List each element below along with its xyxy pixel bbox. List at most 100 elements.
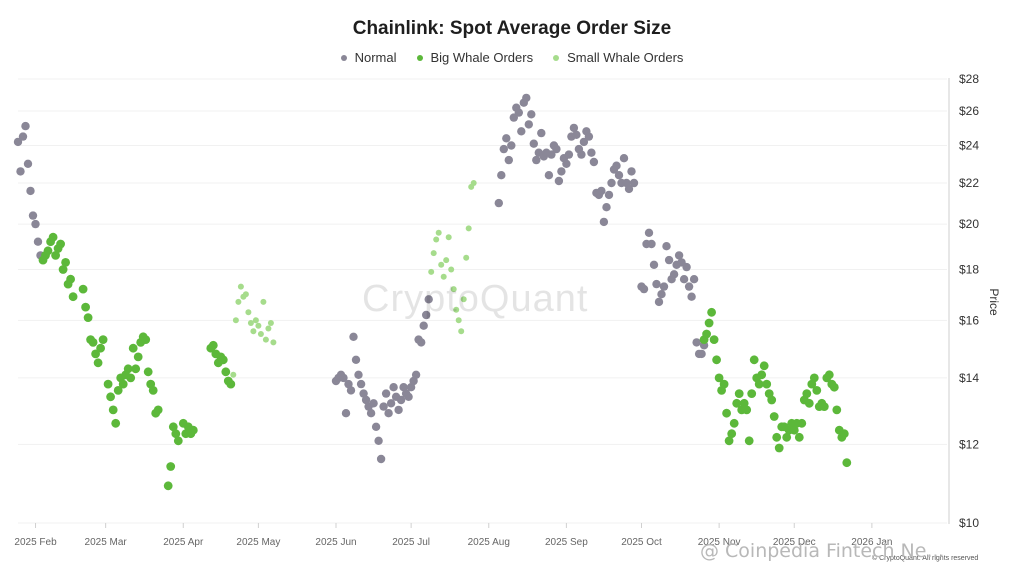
point-normal[interactable] — [379, 402, 388, 411]
point-normal[interactable] — [669, 270, 679, 279]
point-normal[interactable] — [361, 395, 371, 405]
point-big-whale-orders[interactable] — [702, 329, 711, 339]
point-big-whale-orders[interactable] — [824, 370, 834, 380]
point-normal[interactable] — [13, 137, 23, 147]
point-normal[interactable] — [689, 275, 699, 284]
point-normal[interactable] — [28, 211, 38, 220]
point-big-whale-orders[interactable] — [171, 429, 181, 439]
point-big-whale-orders[interactable] — [839, 429, 849, 439]
point-normal[interactable] — [652, 279, 661, 289]
point-small-whale-orders[interactable] — [430, 250, 437, 257]
point-big-whale-orders[interactable] — [141, 335, 151, 344]
point-normal[interactable] — [369, 399, 378, 408]
point-normal[interactable] — [502, 134, 511, 143]
point-big-whale-orders[interactable] — [759, 361, 769, 371]
point-small-whale-orders[interactable] — [435, 229, 442, 236]
point-normal[interactable] — [527, 110, 536, 119]
point-big-whale-orders[interactable] — [789, 425, 799, 435]
point-big-whale-orders[interactable] — [732, 398, 742, 408]
point-normal[interactable] — [612, 161, 621, 170]
point-normal[interactable] — [386, 399, 396, 408]
point-normal[interactable] — [647, 239, 656, 249]
point-normal[interactable] — [562, 159, 571, 168]
legend-item-small-whale[interactable]: Small Whale Orders — [553, 50, 683, 65]
point-big-whale-orders[interactable] — [842, 458, 852, 468]
point-normal[interactable] — [597, 186, 606, 196]
point-normal[interactable] — [687, 292, 696, 301]
point-big-whale-orders[interactable] — [734, 389, 744, 398]
point-normal[interactable] — [346, 386, 356, 395]
point-normal[interactable] — [371, 422, 381, 431]
point-normal[interactable] — [517, 127, 526, 136]
point-small-whale-orders[interactable] — [257, 331, 264, 337]
point-big-whale-orders[interactable] — [88, 338, 98, 347]
point-small-whale-orders[interactable] — [450, 286, 457, 293]
point-normal[interactable] — [639, 284, 649, 294]
point-big-whale-orders[interactable] — [98, 335, 108, 344]
point-normal[interactable] — [26, 186, 35, 196]
point-big-whale-orders[interactable] — [749, 355, 759, 365]
point-normal[interactable] — [589, 157, 599, 167]
point-normal[interactable] — [417, 338, 426, 347]
point-normal[interactable] — [679, 275, 689, 284]
point-big-whale-orders[interactable] — [58, 265, 68, 274]
point-big-whale-orders[interactable] — [754, 379, 764, 389]
point-small-whale-orders[interactable] — [270, 339, 277, 346]
point-small-whale-orders[interactable] — [237, 283, 244, 290]
point-big-whale-orders[interactable] — [767, 395, 777, 405]
point-big-whale-orders[interactable] — [722, 408, 731, 418]
point-small-whale-orders[interactable] — [232, 317, 239, 324]
point-big-whale-orders[interactable] — [762, 379, 772, 389]
point-small-whale-orders[interactable] — [460, 296, 467, 303]
point-big-whale-orders[interactable] — [111, 418, 121, 428]
point-big-whale-orders[interactable] — [218, 355, 228, 365]
point-normal[interactable] — [356, 379, 366, 389]
point-big-whale-orders[interactable] — [802, 389, 812, 398]
point-normal[interactable] — [654, 297, 664, 307]
point-big-whale-orders[interactable] — [782, 432, 792, 442]
point-small-whale-orders[interactable] — [245, 309, 252, 316]
point-big-whale-orders[interactable] — [794, 432, 804, 442]
point-small-whale-orders[interactable] — [458, 328, 465, 335]
point-normal[interactable] — [649, 260, 659, 269]
point-big-whale-orders[interactable] — [724, 436, 734, 446]
point-normal[interactable] — [23, 159, 33, 168]
point-normal[interactable] — [394, 405, 403, 415]
point-big-whale-orders[interactable] — [123, 364, 133, 374]
point-normal[interactable] — [674, 251, 684, 260]
point-normal[interactable] — [499, 144, 508, 154]
point-small-whale-orders[interactable] — [242, 291, 249, 298]
point-normal[interactable] — [494, 198, 503, 208]
point-small-whale-orders[interactable] — [470, 180, 477, 186]
point-normal[interactable] — [411, 370, 421, 379]
point-big-whale-orders[interactable] — [128, 343, 138, 353]
point-normal[interactable] — [682, 262, 691, 272]
point-big-whale-orders[interactable] — [772, 432, 782, 442]
point-big-whale-orders[interactable] — [143, 367, 153, 377]
point-small-whale-orders[interactable] — [252, 317, 259, 324]
point-big-whale-orders[interactable] — [56, 239, 65, 249]
point-big-whale-orders[interactable] — [709, 335, 719, 344]
point-normal[interactable] — [33, 237, 43, 246]
point-normal[interactable] — [604, 190, 614, 200]
point-small-whale-orders[interactable] — [453, 306, 460, 313]
point-big-whale-orders[interactable] — [739, 398, 749, 408]
point-normal[interactable] — [664, 255, 674, 265]
point-small-whale-orders[interactable] — [445, 234, 452, 241]
point-small-whale-orders[interactable] — [235, 298, 242, 305]
point-normal[interactable] — [697, 349, 706, 359]
point-normal[interactable] — [381, 389, 391, 398]
point-big-whale-orders[interactable] — [166, 462, 176, 471]
point-normal[interactable] — [389, 383, 398, 392]
point-big-whale-orders[interactable] — [744, 436, 754, 446]
point-big-whale-orders[interactable] — [704, 318, 714, 328]
point-normal[interactable] — [404, 392, 413, 401]
point-normal[interactable] — [384, 409, 393, 418]
point-small-whale-orders[interactable] — [465, 225, 472, 232]
point-big-whale-orders[interactable] — [727, 429, 737, 439]
point-small-whale-orders[interactable] — [247, 320, 254, 326]
point-big-whale-orders[interactable] — [163, 481, 173, 491]
point-big-whale-orders[interactable] — [707, 307, 716, 317]
point-big-whale-orders[interactable] — [103, 379, 113, 389]
point-big-whale-orders[interactable] — [43, 246, 53, 256]
